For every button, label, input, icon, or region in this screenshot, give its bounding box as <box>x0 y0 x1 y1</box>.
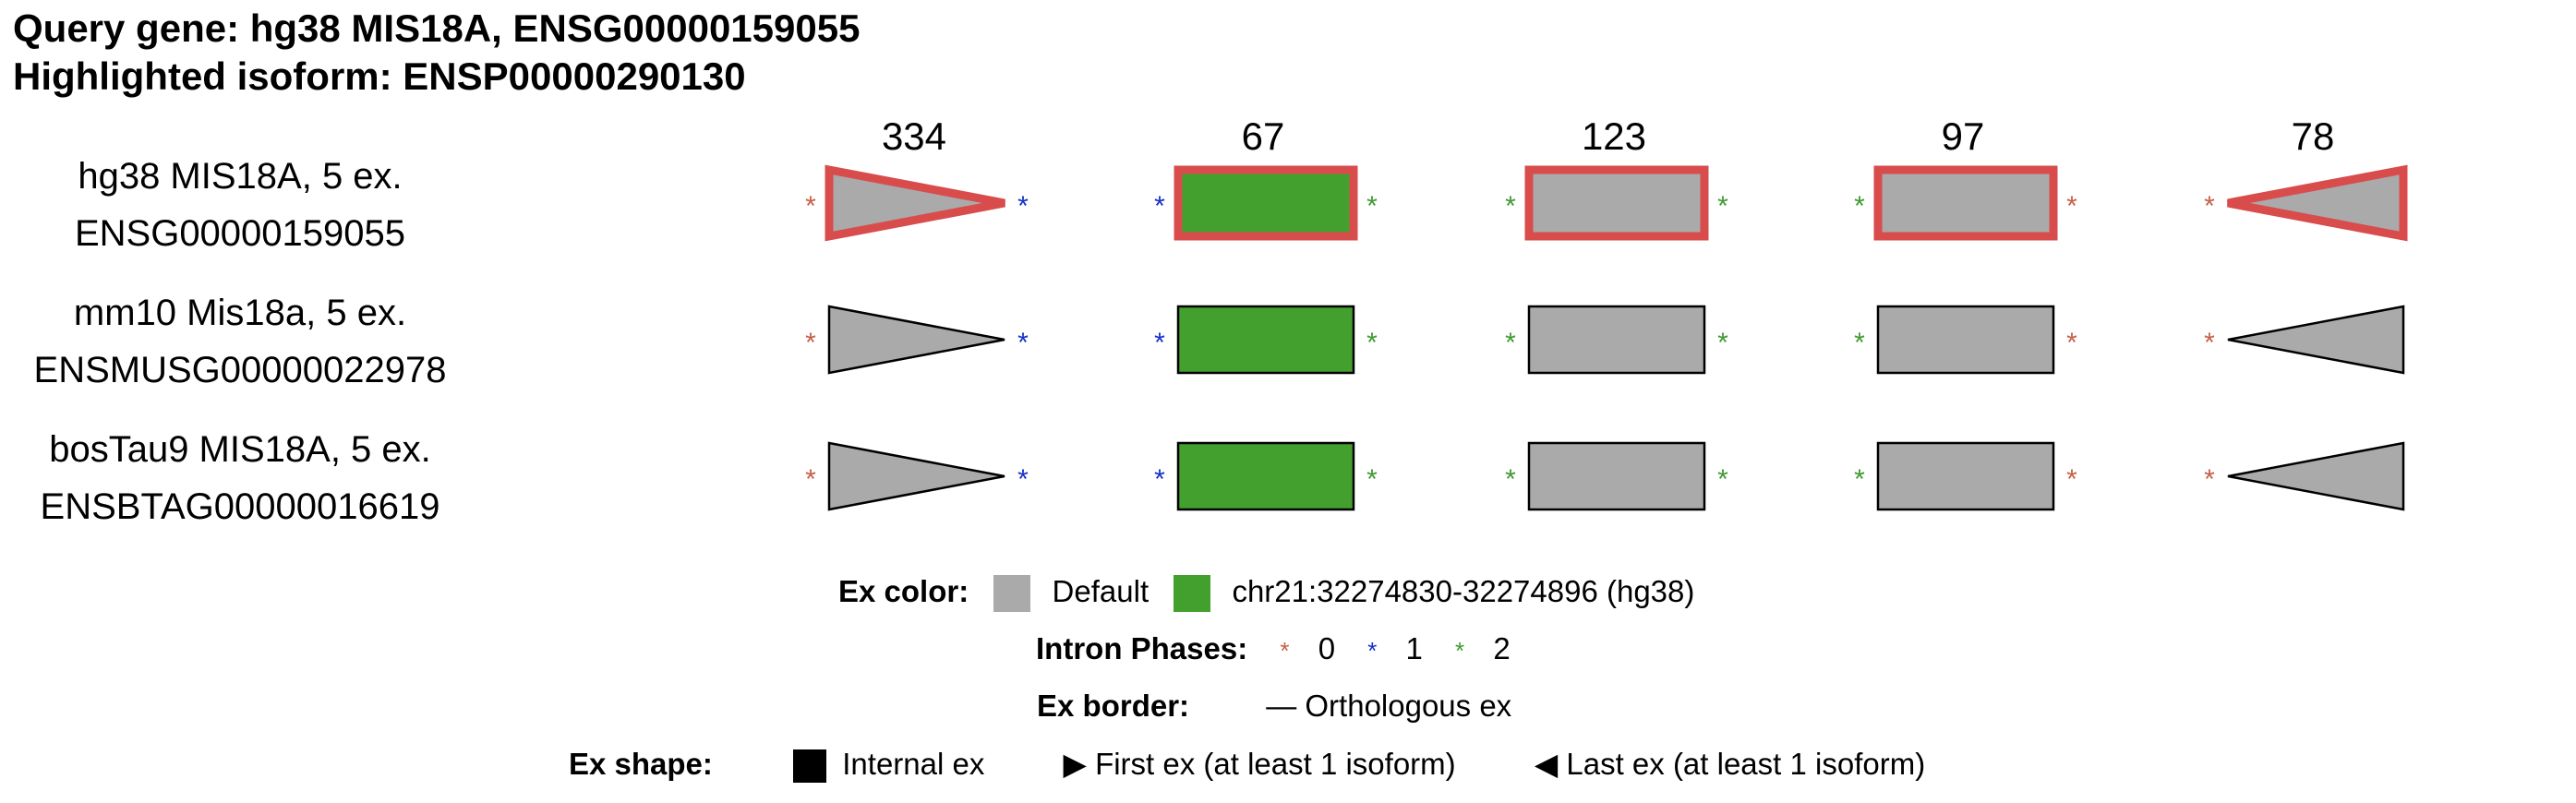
exon-2-row-1-right-phase-asterisk-icon: * <box>1366 191 1378 222</box>
exon-length-2: 67 <box>1241 114 1285 158</box>
exon-4-row-1-left-phase-asterisk-icon: * <box>1854 191 1865 222</box>
legend-phase-1: 1 <box>1405 631 1423 665</box>
legend-ex-border-label: Ex border: <box>1037 689 1190 723</box>
gene-id: ENSMUSG00000022978 <box>33 350 447 390</box>
exon-3-row-2-right-phase-asterisk-icon: * <box>1717 328 1728 358</box>
exon-2-row-2-right-phase-asterisk-icon: * <box>1366 328 1378 358</box>
gene-name: mm10 Mis18a, 5 ex. <box>73 293 407 333</box>
exon-3-row-3-left-phase-asterisk-icon: * <box>1505 464 1516 495</box>
exon-length-4: 97 <box>1941 114 1985 158</box>
exon-1-row-1-first-triangle <box>825 164 1005 242</box>
exon-2-row-3-left-phase-asterisk-icon: * <box>1154 464 1165 495</box>
internal-exon-square-icon <box>793 749 827 784</box>
legend-default-label: Default <box>1052 574 1150 608</box>
legend-ex-color-label: Ex color: <box>838 574 969 608</box>
exon-5-row-1-last-triangle <box>2227 164 2408 242</box>
exon-4-row-3-right-phase-asterisk-icon: * <box>2066 464 2077 495</box>
legend-intron-phases-label: Intron Phases: <box>1036 631 1248 665</box>
exon-1-row-1-right-phase-asterisk-icon: * <box>1017 191 1029 222</box>
exon-length-1: 334 <box>881 114 947 158</box>
exon-5-row-2-left-phase-asterisk-icon: * <box>2204 328 2215 358</box>
gene-label-hg38: hg38 MIS18A, 5 ex. ENSG00000159055 <box>0 148 480 262</box>
exon-2-row-1-internal-rect <box>1174 165 1358 241</box>
exon-length-5: 78 <box>2291 114 2335 158</box>
gene-id: ENSG00000159055 <box>74 213 406 254</box>
exon-5-row-2-last-triangle <box>2227 305 2405 375</box>
legend-phase-2: 2 <box>1493 631 1511 665</box>
legend-intron-phases: Intron Phases: * 0 * 1 * 2 <box>1036 631 1511 666</box>
exon-3-row-3-right-phase-asterisk-icon: * <box>1717 464 1728 495</box>
exon-1-row-2-first-triangle <box>827 305 1005 375</box>
legend-phase-0: 0 <box>1318 631 1336 665</box>
exon-4-row-1-right-phase-asterisk-icon: * <box>2066 191 2077 222</box>
legend-last-label: ◀ Last ex (at least 1 isoform) <box>1534 747 1926 781</box>
gene-id: ENSBTAG00000016619 <box>40 486 440 527</box>
exon-4-row-2-left-phase-asterisk-icon: * <box>1854 328 1865 358</box>
exon-1-row-3-left-phase-asterisk-icon: * <box>805 464 816 495</box>
legend-ex-shape: Ex shape: Internal ex ▶ First ex (at lea… <box>569 746 1926 784</box>
exon-2-row-3-right-phase-asterisk-icon: * <box>1366 464 1378 495</box>
exon-4-row-2-internal-rect <box>1876 305 2055 375</box>
exon-5-row-1-left-phase-asterisk-icon: * <box>2204 191 2215 222</box>
query-gene-title: Query gene: hg38 MIS18A, ENSG00000159055 <box>13 6 861 50</box>
exon-5-row-3-left-phase-asterisk-icon: * <box>2204 464 2215 495</box>
exon-3-row-1-left-phase-asterisk-icon: * <box>1505 191 1516 222</box>
exon-3-row-1-right-phase-asterisk-icon: * <box>1717 191 1728 222</box>
default-color-swatch <box>993 575 1031 613</box>
legend-ex-border: Ex border: — Orthologous ex <box>1037 689 1511 724</box>
exon-2-row-2-internal-rect <box>1176 305 1355 375</box>
exon-4-row-1-internal-rect <box>1873 165 2058 241</box>
exon-4-row-3-left-phase-asterisk-icon: * <box>1854 464 1865 495</box>
legend-ex-shape-label: Ex shape: <box>569 747 713 781</box>
legend-internal-label: Internal ex <box>842 747 985 781</box>
exon-4-row-2-right-phase-asterisk-icon: * <box>2066 328 2077 358</box>
exon-length-3: 123 <box>1581 114 1647 158</box>
green-color-swatch <box>1174 575 1211 613</box>
gene-name: bosTau9 MIS18A, 5 ex. <box>49 429 431 470</box>
legend-green-label: chr21:32274830-32274896 (hg38) <box>1232 574 1695 608</box>
exon-1-row-3-right-phase-asterisk-icon: * <box>1017 464 1029 495</box>
phase-0-asterisk-icon: * <box>1280 637 1290 665</box>
exon-1-row-2-right-phase-asterisk-icon: * <box>1017 328 1029 358</box>
legend-first-label: ▶ First ex (at least 1 isoform) <box>1063 747 1456 781</box>
gene-label-bostau9: bosTau9 MIS18A, 5 ex. ENSBTAG00000016619 <box>0 421 480 535</box>
legend-ex-color: Ex color: Default chr21:32274830-3227489… <box>838 574 1695 613</box>
gene-name: hg38 MIS18A, 5 ex. <box>78 156 403 197</box>
exon-2-row-1-left-phase-asterisk-icon: * <box>1154 191 1165 222</box>
exon-1-row-1-left-phase-asterisk-icon: * <box>805 191 816 222</box>
phase-2-asterisk-icon: * <box>1455 637 1465 665</box>
highlighted-isoform-title: Highlighted isoform: ENSP00000290130 <box>13 54 746 98</box>
legend-ortholog-label: — Orthologous ex <box>1266 689 1512 723</box>
exon-3-row-3-internal-rect <box>1527 441 1706 511</box>
exon-4-row-3-internal-rect <box>1876 441 2055 511</box>
exon-3-row-2-internal-rect <box>1527 305 1706 375</box>
exon-3-row-2-left-phase-asterisk-icon: * <box>1505 328 1516 358</box>
exon-1-row-3-first-triangle <box>827 441 1005 511</box>
gene-label-mm10: mm10 Mis18a, 5 ex. ENSMUSG00000022978 <box>0 284 480 399</box>
exon-3-row-1-internal-rect <box>1524 165 1709 241</box>
exon-2-row-3-internal-rect <box>1176 441 1355 511</box>
exon-2-row-2-left-phase-asterisk-icon: * <box>1154 328 1165 358</box>
exon-5-row-3-last-triangle <box>2227 441 2405 511</box>
phase-1-asterisk-icon: * <box>1367 637 1378 665</box>
exon-1-row-2-left-phase-asterisk-icon: * <box>805 328 816 358</box>
